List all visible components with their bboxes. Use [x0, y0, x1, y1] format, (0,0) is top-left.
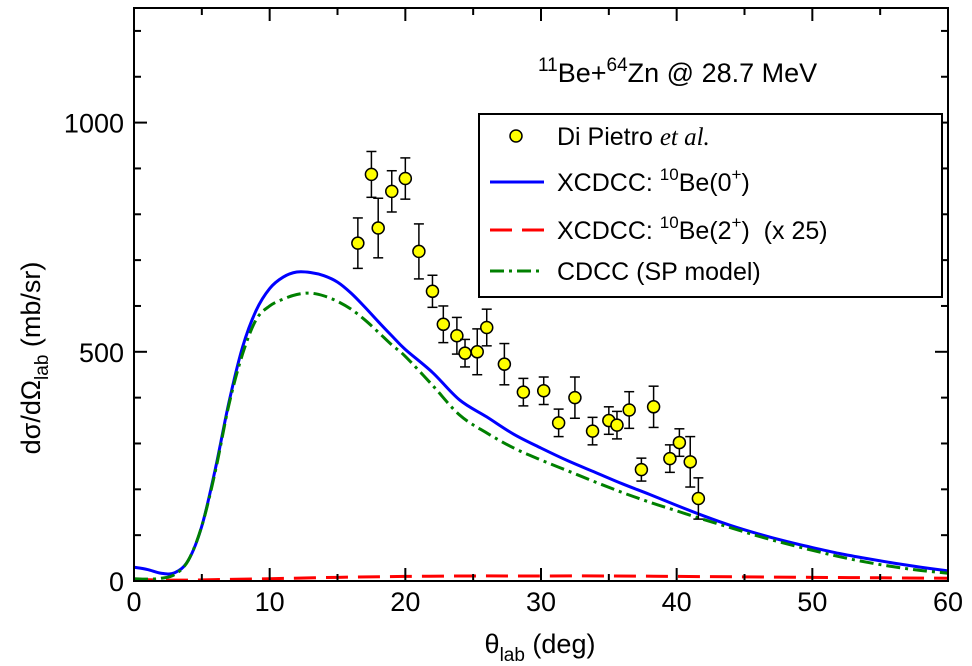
legend-marker-data: [509, 129, 523, 143]
projectile-symbol: Be+: [558, 58, 607, 88]
data-point: [371, 221, 385, 235]
series-line-3: [133, 291, 949, 581]
curves-layer: [133, 270, 949, 582]
data-point: [610, 418, 624, 432]
projectile-mass: 11: [538, 55, 558, 76]
legend-xcdcc2-mass: 10: [660, 213, 679, 232]
x-tick-label: 50: [797, 587, 827, 617]
data-point: [568, 390, 582, 405]
data-point: [634, 462, 649, 477]
data-point: [398, 171, 413, 186]
x-tick-label: 30: [526, 587, 556, 617]
x-axis-subscript: lab: [500, 645, 525, 666]
data-points-layer: [351, 150, 706, 520]
legend: Di Pietro et al. XCDCC: 10Be(0+) XCDCC: …: [478, 113, 943, 298]
data-point: [351, 236, 365, 250]
data-point: [516, 385, 531, 399]
y-tick-label: 500: [79, 338, 124, 368]
legend-label-xcdcc-2plus: XCDCC: 10Be(2+) (x 25): [557, 213, 828, 245]
legend-data-author: Di Pietro: [557, 123, 660, 151]
data-point: [385, 184, 399, 199]
data-point: [425, 284, 440, 299]
y-axis-title: dσ/dΩlab (mb/sr): [16, 262, 53, 455]
data-point: [646, 400, 661, 414]
target-mass: 64: [607, 55, 629, 76]
legend-xcdcc0-mass: 10: [660, 165, 679, 184]
legend-label-data: Di Pietro et al.: [557, 123, 710, 151]
legend-xcdcc2-prefix: XCDCC:: [557, 217, 660, 245]
data-point: [672, 435, 687, 450]
reaction-annotation: 11Be+64Zn @ 28.7 MeV: [538, 55, 817, 88]
x-tick-label: 0: [126, 587, 141, 617]
data-point: [497, 357, 512, 371]
data-point: [663, 451, 677, 466]
legend-data-etal: et al.: [660, 124, 710, 151]
legend-xcdcc2-sup: +: [732, 213, 742, 232]
x-tick-label: 20: [390, 587, 420, 617]
data-point: [458, 346, 472, 360]
y-tick-label: 0: [109, 567, 124, 597]
data-point: [691, 491, 706, 506]
series-line-2: [133, 574, 949, 582]
data-point: [436, 317, 451, 332]
legend-xcdcc0-close: ): [741, 169, 749, 197]
legend-xcdcc0-prefix: XCDCC:: [557, 169, 660, 197]
data-point: [551, 416, 566, 430]
x-tick-label: 10: [255, 587, 285, 617]
target-and-energy: Zn @ 28.7 MeV: [628, 58, 818, 88]
axis-ticks: [133, 8, 949, 582]
data-point: [585, 424, 600, 438]
data-point: [683, 455, 697, 469]
legend-label-cdcc: CDCC (SP model): [557, 258, 761, 286]
legend-box: [478, 113, 943, 298]
legend-xcdcc0-sup: +: [732, 165, 742, 184]
legend-label-xcdcc-0plus: XCDCC: 10Be(0+): [557, 165, 750, 197]
x-tick-label: 60: [933, 587, 963, 617]
y-tick-label: 1000: [64, 109, 124, 139]
legend-xcdcc2-body: Be(2: [679, 217, 732, 245]
legend-xcdcc0-body: Be(0: [679, 169, 732, 197]
data-point: [479, 320, 494, 335]
x-tick-label: 40: [662, 587, 692, 617]
x-axis-title: θlab (deg): [485, 629, 596, 666]
data-point: [622, 403, 636, 417]
series-line-1: [133, 270, 949, 576]
x-axis-unit: (deg): [525, 629, 596, 659]
x-axis-symbol: θ: [485, 629, 500, 659]
legend-xcdcc2-close: ) (x 25): [741, 217, 827, 245]
y-axis-subscript: lab: [32, 355, 53, 380]
data-point: [470, 345, 484, 359]
data-point: [450, 329, 464, 343]
y-axis-unit: (mb/sr): [16, 262, 46, 355]
y-axis-symbol: dσ/dΩ: [16, 380, 46, 454]
tick-labels: 0 10 20 30 40 50 60 0 500 1000: [64, 109, 963, 617]
data-point: [536, 384, 551, 398]
data-point: [364, 167, 379, 182]
data-point: [412, 244, 426, 259]
